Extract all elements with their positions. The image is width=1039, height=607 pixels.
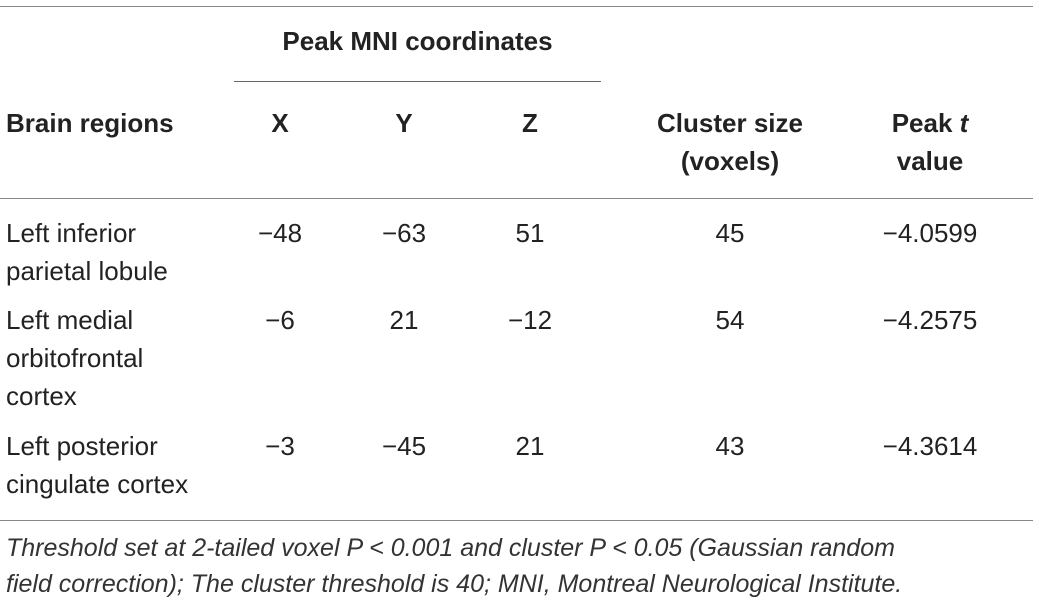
- brain-regions-header: Brain regions: [6, 108, 174, 138]
- cluster-size-cell: 54: [715, 305, 745, 335]
- x-header: X: [271, 108, 289, 138]
- x-cell: −48: [257, 218, 303, 248]
- region-line: Left medial: [6, 305, 134, 335]
- cluster-size-header: Cluster size (voxels): [600, 104, 860, 180]
- peak-t-header: Peak t value: [830, 104, 1030, 180]
- footnote-line: Threshold set at 2-tailed voxel P < 0.00…: [6, 534, 895, 562]
- region-line: cingulate cortex: [6, 469, 189, 499]
- z-header: Z: [522, 108, 538, 138]
- peak-t-cell: −4.2575: [882, 305, 978, 335]
- t-symbol: t: [959, 108, 969, 138]
- x-cell: −6: [265, 305, 295, 335]
- peak-t-cell: −4.0599: [882, 218, 978, 248]
- mni-coordinates-header: Peak MNI coordinates: [282, 26, 553, 56]
- cluster-size-cell: 43: [715, 431, 745, 461]
- cluster-size-header-line1: Cluster size: [657, 108, 803, 138]
- region-cell: Left medial orbitofrontal cortex: [6, 301, 143, 415]
- region-cell: Left posterior cingulate cortex: [6, 427, 188, 503]
- region-line: Left inferior: [6, 218, 137, 248]
- z-cell: 51: [515, 218, 545, 248]
- peak-label: Peak: [891, 108, 960, 138]
- region-line: Left posterior: [6, 431, 158, 461]
- region-line: parietal lobule: [6, 256, 168, 286]
- table-footnote: Threshold set at 2-tailed voxel P < 0.00…: [6, 530, 1036, 602]
- cluster-size-header-line2: (voxels): [680, 146, 780, 176]
- y-cell: 21: [389, 305, 419, 335]
- region-cell: Left inferior parietal lobule: [6, 214, 168, 290]
- y-cell: −63: [381, 218, 427, 248]
- footnote-line: field correction); The cluster threshold…: [6, 570, 903, 598]
- x-cell: −3: [265, 431, 295, 461]
- mni-header-underline: [234, 81, 601, 82]
- z-cell: −12: [507, 305, 553, 335]
- region-line: orbitofrontal: [6, 343, 144, 373]
- region-line: cortex: [6, 381, 77, 411]
- table-top-rule: [0, 6, 1033, 7]
- table-bottom-rule: [0, 520, 1033, 521]
- peak-t-cell: −4.3614: [882, 431, 978, 461]
- y-cell: −45: [381, 431, 427, 461]
- peak-t-header-line1: Peak t: [830, 104, 1030, 142]
- z-cell: 21: [515, 431, 545, 461]
- header-bottom-rule: [0, 198, 1033, 199]
- cluster-size-cell: 45: [715, 218, 745, 248]
- y-header: Y: [395, 108, 413, 138]
- peak-t-header-line2: value: [896, 146, 964, 176]
